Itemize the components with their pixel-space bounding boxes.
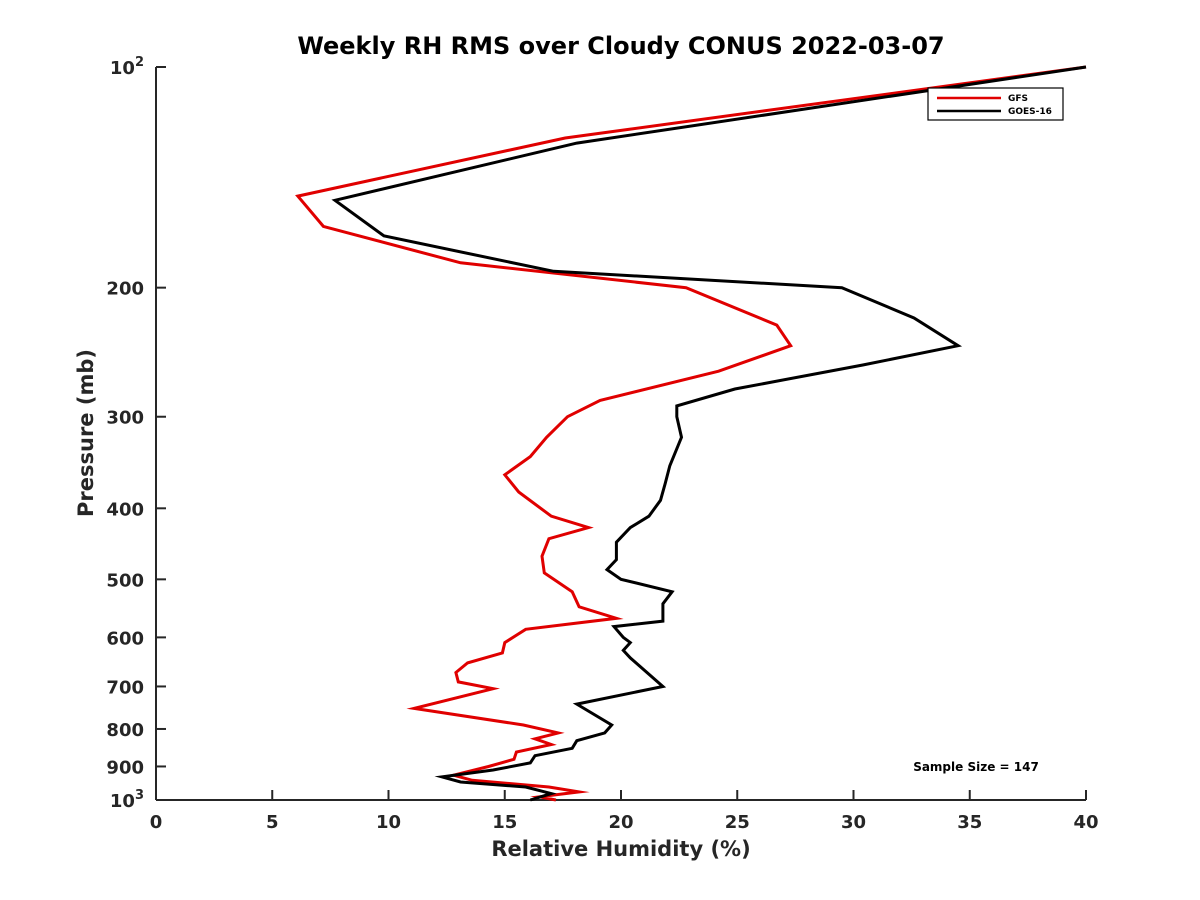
y-tick-label: 600 <box>106 628 144 649</box>
y-tick-label: 700 <box>106 677 144 698</box>
x-tick-label: 20 <box>608 812 633 833</box>
legend-label: GOES-16 <box>1008 107 1052 117</box>
y-tick-label: 200 <box>106 279 144 300</box>
series-line-gfs <box>295 65 1087 802</box>
y-tick-label: 900 <box>106 757 144 778</box>
x-tick-label: 40 <box>1073 812 1098 833</box>
series-line-goes-16 <box>331 65 1087 802</box>
x-tick-label: 15 <box>492 812 517 833</box>
x-tick-label: 10 <box>376 812 401 833</box>
sample-size-annotation: Sample Size = 147 <box>913 760 1039 774</box>
y-tick-label: 500 <box>106 570 144 591</box>
y-tick-label: 300 <box>106 408 144 429</box>
x-axis-label: Relative Humidity (%) <box>491 837 750 861</box>
x-tick-label: 25 <box>725 812 750 833</box>
x-tick-label: 5 <box>266 812 279 833</box>
x-tick-label: 0 <box>150 812 163 833</box>
x-tick-label: 35 <box>957 812 982 833</box>
y-tick-label: 102 <box>110 55 144 79</box>
legend: GFS GOES-16 <box>927 87 1064 121</box>
legend-label: GFS <box>1008 94 1028 104</box>
legend-box <box>927 87 1064 121</box>
y-tick-label: 400 <box>106 499 144 520</box>
plot-area: 0 5 10 15 20 25 30 35 40 102 200 300 400 500 600 700 800… <box>106 55 1098 833</box>
y-tick-label: 103 <box>110 788 144 812</box>
x-tick-label: 30 <box>841 812 866 833</box>
y-axis-label: Pressure (mb) <box>74 349 98 517</box>
y-tick-label: 800 <box>106 720 144 741</box>
chart-title: Weekly RH RMS over Cloudy CONUS 2022-03-… <box>297 32 944 60</box>
